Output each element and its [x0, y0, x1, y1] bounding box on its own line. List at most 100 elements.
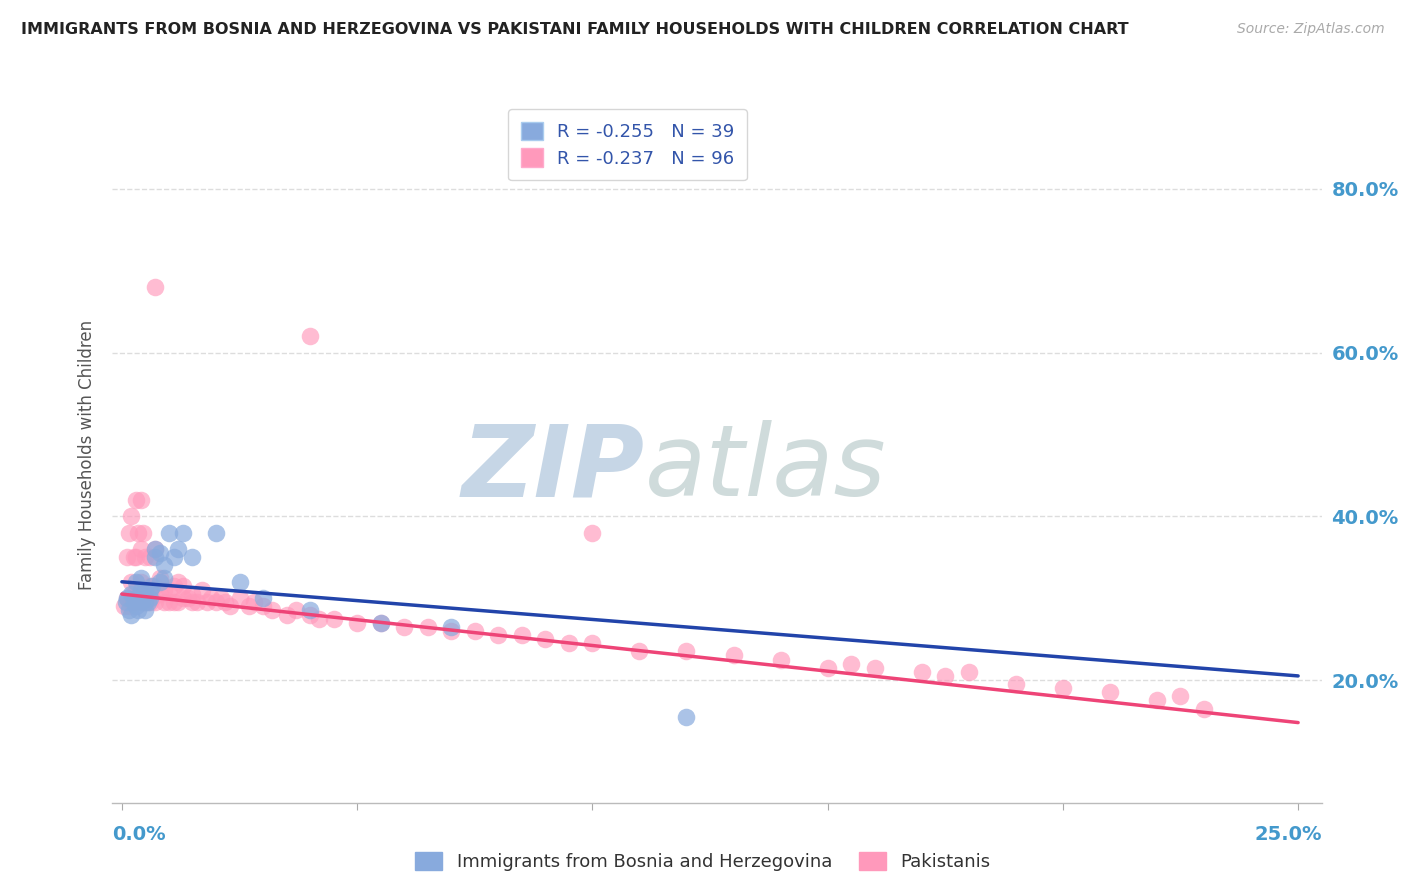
- Point: [120, 574, 142, 589]
- Point: [143, 280, 166, 294]
- Point: [115, 591, 138, 606]
- Point: [370, 615, 392, 630]
- Point: [346, 615, 368, 630]
- Point: [153, 595, 176, 609]
- Point: [370, 615, 392, 630]
- Point: [675, 644, 697, 658]
- Point: [308, 612, 330, 626]
- Point: [132, 591, 155, 606]
- Point: [127, 603, 149, 617]
- Point: [276, 607, 298, 622]
- Point: [628, 644, 651, 658]
- Text: atlas: atlas: [644, 420, 886, 517]
- Point: [139, 579, 162, 593]
- Point: [172, 591, 194, 606]
- Point: [129, 595, 152, 609]
- Point: [125, 599, 148, 614]
- Point: [163, 595, 186, 609]
- Point: [252, 591, 274, 606]
- Point: [558, 636, 581, 650]
- Point: [911, 665, 934, 679]
- Point: [163, 579, 186, 593]
- Point: [228, 591, 250, 606]
- Point: [581, 525, 603, 540]
- Point: [191, 582, 214, 597]
- Point: [125, 591, 148, 606]
- Text: 25.0%: 25.0%: [1254, 824, 1322, 844]
- Point: [157, 525, 180, 540]
- Point: [139, 550, 162, 565]
- Point: [148, 546, 170, 560]
- Legend: R = -0.255   N = 39, R = -0.237   N = 96: R = -0.255 N = 39, R = -0.237 N = 96: [509, 109, 747, 180]
- Point: [129, 582, 152, 597]
- Point: [214, 595, 236, 609]
- Point: [125, 550, 148, 565]
- Point: [219, 599, 242, 614]
- Point: [172, 525, 194, 540]
- Point: [172, 579, 194, 593]
- Point: [1052, 681, 1074, 696]
- Point: [141, 579, 163, 593]
- Point: [118, 599, 141, 614]
- Point: [186, 595, 208, 609]
- Point: [181, 587, 204, 601]
- Point: [132, 525, 155, 540]
- Text: 0.0%: 0.0%: [112, 824, 166, 844]
- Point: [129, 595, 152, 609]
- Point: [148, 587, 170, 601]
- Point: [195, 595, 218, 609]
- Point: [127, 525, 149, 540]
- Point: [1004, 677, 1026, 691]
- Point: [510, 628, 533, 642]
- Point: [157, 582, 180, 597]
- Point: [1146, 693, 1168, 707]
- Point: [122, 550, 145, 565]
- Point: [863, 661, 886, 675]
- Point: [139, 582, 162, 597]
- Point: [139, 591, 162, 606]
- Point: [1170, 690, 1192, 704]
- Point: [177, 591, 200, 606]
- Point: [534, 632, 557, 646]
- Point: [322, 612, 344, 626]
- Point: [416, 620, 439, 634]
- Point: [148, 574, 170, 589]
- Point: [157, 595, 180, 609]
- Point: [238, 599, 260, 614]
- Point: [143, 542, 166, 557]
- Point: [143, 579, 166, 593]
- Point: [205, 595, 228, 609]
- Point: [153, 558, 176, 573]
- Point: [1192, 701, 1215, 715]
- Point: [153, 571, 176, 585]
- Point: [120, 607, 142, 622]
- Point: [723, 648, 745, 663]
- Point: [120, 595, 142, 609]
- Legend: Immigrants from Bosnia and Herzegovina, Pakistanis: Immigrants from Bosnia and Herzegovina, …: [408, 845, 998, 879]
- Text: IMMIGRANTS FROM BOSNIA AND HERZEGOVINA VS PAKISTANI FAMILY HOUSEHOLDS WITH CHILD: IMMIGRANTS FROM BOSNIA AND HERZEGOVINA V…: [21, 22, 1129, 37]
- Point: [299, 607, 322, 622]
- Point: [120, 587, 142, 601]
- Point: [129, 574, 152, 589]
- Point: [115, 550, 138, 565]
- Point: [285, 603, 308, 617]
- Point: [112, 599, 135, 614]
- Point: [125, 574, 148, 589]
- Point: [141, 591, 163, 606]
- Point: [122, 595, 145, 609]
- Point: [122, 591, 145, 606]
- Point: [125, 582, 148, 597]
- Point: [817, 661, 839, 675]
- Point: [957, 665, 980, 679]
- Point: [118, 603, 141, 617]
- Point: [129, 542, 152, 557]
- Point: [134, 603, 156, 617]
- Point: [153, 582, 176, 597]
- Point: [143, 550, 166, 565]
- Point: [114, 595, 136, 609]
- Point: [163, 550, 186, 565]
- Point: [581, 636, 603, 650]
- Point: [242, 595, 264, 609]
- Text: Source: ZipAtlas.com: Source: ZipAtlas.com: [1237, 22, 1385, 37]
- Point: [120, 509, 142, 524]
